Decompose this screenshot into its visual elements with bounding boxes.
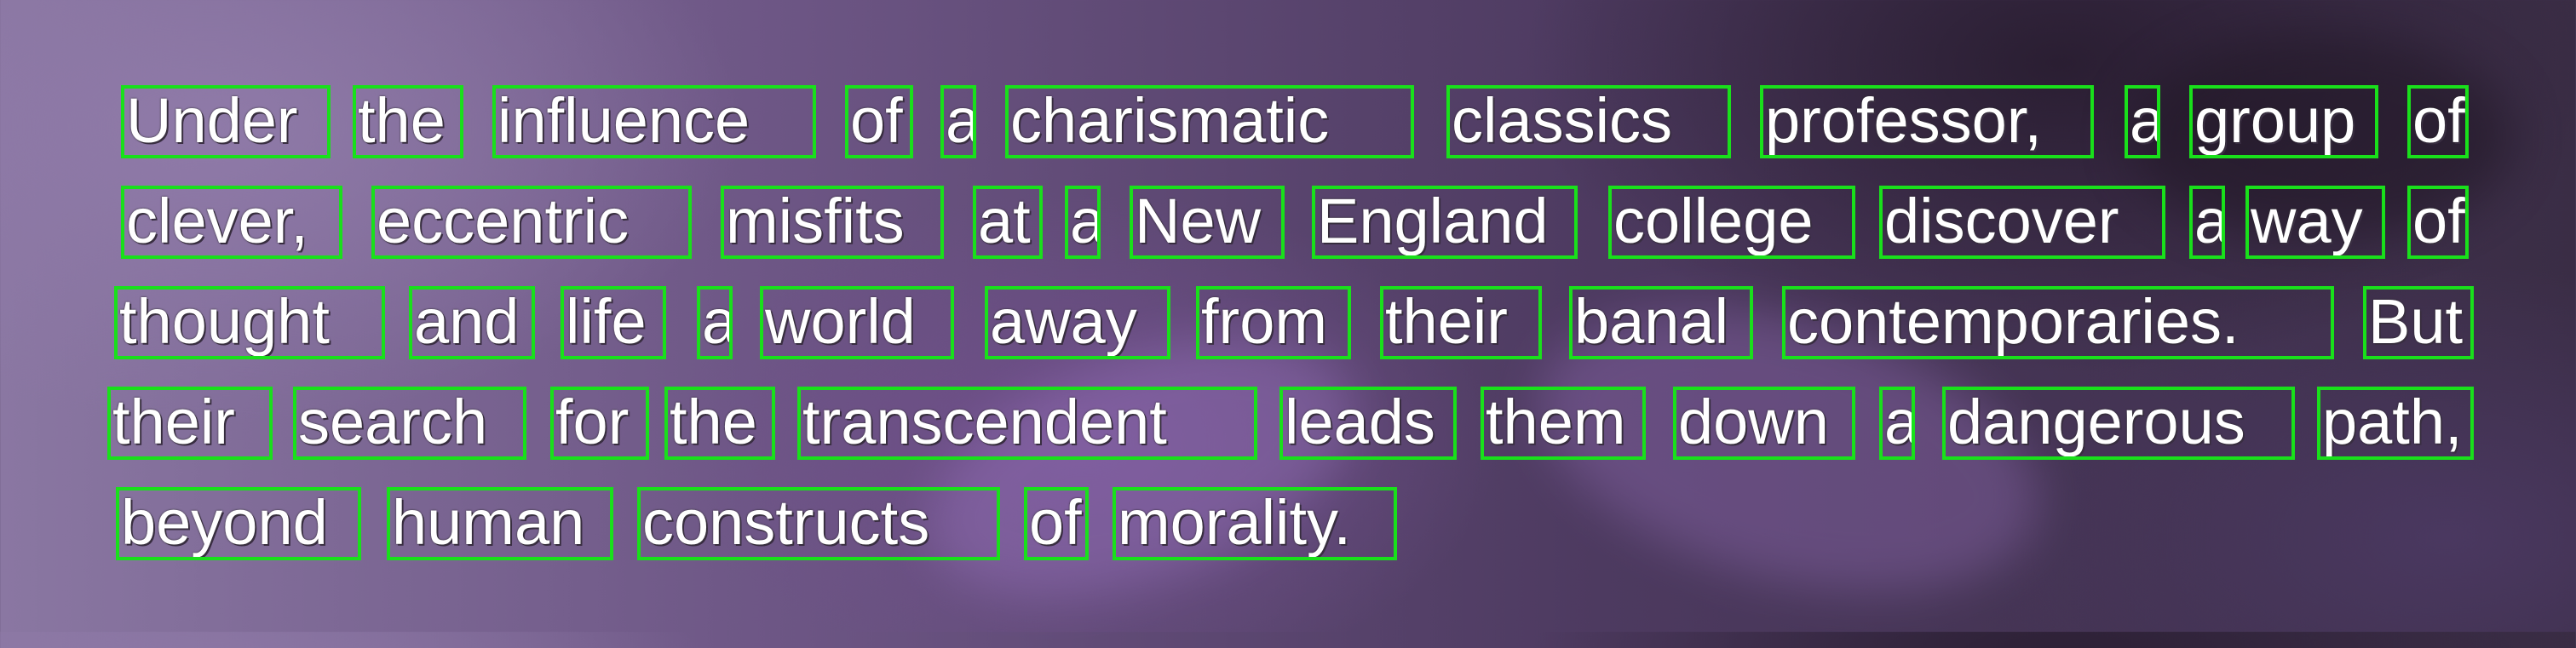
word-box: a [940,85,976,158]
word-box: world [760,286,954,359]
word-box: at [973,186,1043,259]
word-box: a [2189,186,2225,259]
word-box: of [845,85,913,158]
word-box: a [2125,85,2160,158]
word-box: the [353,85,463,158]
word-box: beyond [116,487,361,560]
word-box: dangerous [1942,387,2295,460]
word-box: constructs [637,487,1000,560]
word-box: classics [1446,85,1731,158]
word-box: their [107,387,273,460]
word-box: contemporaries. [1782,286,2334,359]
word-box: of [2407,186,2469,259]
word-box: college [1608,186,1855,259]
word-box: human [387,487,613,560]
word-box: from [1196,286,1351,359]
word-box: of [1024,487,1089,560]
word-box: them [1481,387,1646,460]
word-box: group [2189,85,2378,158]
word-box: a [1879,387,1915,460]
word-box: banal [1569,286,1753,359]
word-box: for [550,387,649,460]
word-box: discover [1879,186,2165,259]
word-box: a [1065,186,1101,259]
word-box: way [2245,186,2385,259]
word-box: But [2363,286,2474,359]
word-box: and [409,286,535,359]
word-box: morality. [1113,487,1397,560]
word-box: eccentric [371,186,692,259]
word-box: influence [492,85,816,158]
word-box: away [985,286,1170,359]
word-box: leads [1279,387,1457,460]
word-box: thought [114,286,385,359]
background-shadow [2130,34,2513,238]
word-box: clever, [121,186,342,259]
word-box: transcendent [797,387,1257,460]
word-box: path, [2317,387,2474,460]
word-box: Under [121,85,331,158]
word-box: the [664,387,775,460]
word-box: search [293,387,526,460]
word-box: life [561,286,666,359]
word-box: a [697,286,733,359]
word-box: New [1130,186,1285,259]
word-box: down [1673,387,1855,460]
word-box: of [2407,85,2469,158]
word-box: misfits [721,186,944,259]
word-box: professor, [1760,85,2094,158]
word-box: England [1312,186,1578,259]
word-box: their [1380,286,1542,359]
word-box: charismatic [1005,85,1414,158]
